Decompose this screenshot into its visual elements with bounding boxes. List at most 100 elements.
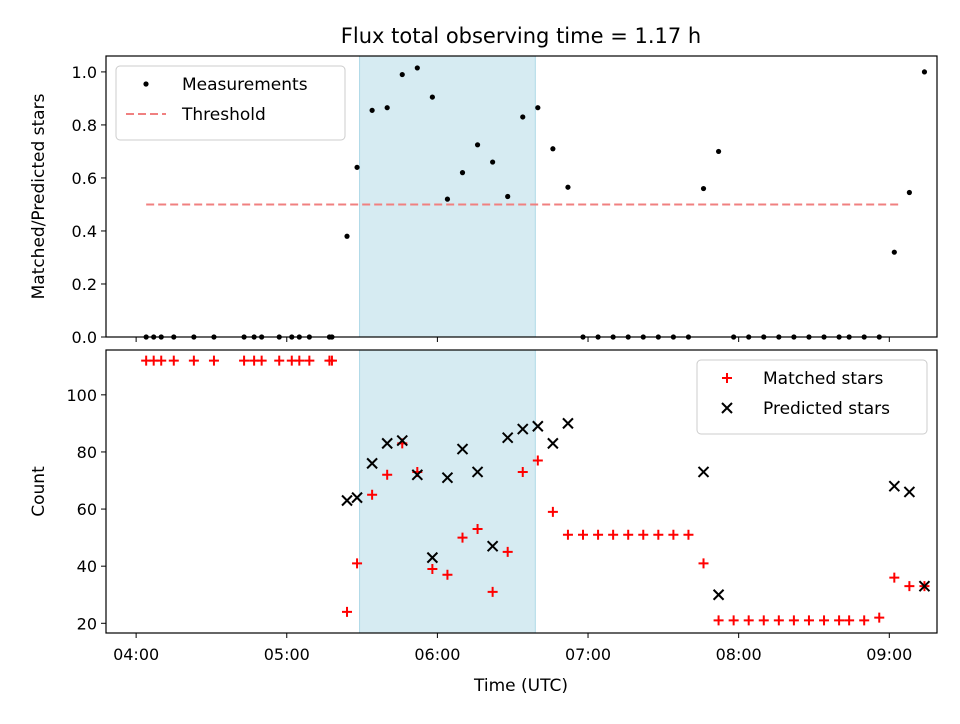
y-tick-label: 1.0 — [72, 63, 97, 82]
measurements-point — [429, 94, 435, 100]
plot-frame — [105, 349, 938, 634]
matched-stars-point — [502, 546, 513, 557]
matched-stars-point — [773, 615, 784, 626]
matched-stars-point — [819, 615, 830, 626]
predicted-stars-point — [697, 466, 710, 478]
measurements-point — [921, 69, 928, 75]
predicted-stars-point — [381, 437, 393, 450]
matched-stars-point — [758, 615, 769, 626]
measurements-point — [490, 159, 496, 165]
y-tick-label: 100 — [66, 386, 97, 405]
legend-marker — [143, 81, 149, 87]
y-tick-label: 0.4 — [72, 222, 97, 241]
matched-stars-point — [487, 586, 498, 597]
predicted-stars-point — [426, 551, 439, 564]
matched-stars-point — [904, 581, 915, 592]
chart-title: Flux total observing time = 1.17 h — [341, 24, 701, 48]
y-tick-label: 0.8 — [72, 116, 97, 135]
matched-stars-point — [256, 355, 267, 366]
matched-stars-point — [889, 572, 900, 583]
measurements-point — [444, 196, 451, 202]
matched-stars-point — [638, 529, 649, 540]
predicted-stars-point — [351, 491, 363, 504]
matched-stars-point — [844, 615, 855, 626]
legend-box — [115, 65, 346, 141]
x-tick-label: 07:00 — [565, 645, 611, 664]
measurements-point — [906, 189, 912, 196]
matched-stars-point — [803, 615, 814, 626]
predicted-stars-point — [501, 431, 514, 444]
x-tick-label: 09:00 — [866, 645, 912, 664]
measurements-point — [715, 148, 722, 155]
predicted-stars-point — [341, 494, 353, 507]
matched-stars-point — [517, 466, 528, 477]
matched-stars-point — [623, 529, 634, 540]
predicted-stars-point — [562, 417, 574, 430]
matched-stars-point — [653, 529, 664, 540]
predicted-stars-point — [903, 486, 916, 498]
measurements-point — [399, 71, 405, 78]
x-tick-label: 08:00 — [716, 645, 762, 664]
legend-label: Matched stars — [763, 369, 883, 389]
matched-stars-point — [698, 558, 709, 569]
measurements-point — [384, 105, 390, 111]
matched-stars-point — [874, 612, 885, 623]
matched-stars-point — [427, 564, 438, 575]
matched-stars-point — [352, 558, 363, 569]
matched-stars-point — [382, 469, 393, 480]
y-tick-label: 0.2 — [72, 275, 97, 294]
measurements-point — [414, 65, 420, 71]
matched-stars-point — [668, 529, 679, 540]
legend: Matched stars Predicted stars — [696, 359, 928, 435]
y-tick-label: 60 — [77, 500, 97, 519]
x-tick-label: 05:00 — [264, 645, 310, 664]
predicted-stars-point — [712, 589, 725, 601]
measurements-point — [700, 185, 707, 192]
matched-stars-point — [208, 355, 219, 366]
measurements-point — [369, 107, 375, 113]
measurements-point — [474, 142, 481, 148]
matched-stars-point — [593, 529, 604, 540]
x-tick-label: 06:00 — [414, 645, 460, 664]
predicted-stars-point — [888, 480, 901, 492]
predicted-stars-point — [517, 423, 529, 435]
y-tick-label: 20 — [77, 614, 97, 633]
top-panel: 0.0 0.2 0.4 0.6 0.8 1.0 Matched/Predicted star… — [29, 55, 938, 347]
matched-stars-point — [859, 615, 870, 626]
matched-stars-point — [294, 355, 305, 366]
predicted-stars-point — [441, 471, 454, 484]
y-tick-label: 0.6 — [72, 169, 97, 188]
measurements-point — [891, 249, 897, 255]
observing-span — [359, 350, 536, 633]
legend-label: Predicted stars — [763, 399, 890, 419]
matched-stars-point — [342, 606, 353, 617]
matched-stars-point — [578, 529, 589, 540]
y-tick-label: 80 — [77, 443, 97, 462]
y-tick-label: 0.0 — [72, 328, 97, 347]
matched-stars-point — [532, 455, 543, 466]
matched-stars-point — [156, 355, 167, 366]
y-tick-label: 40 — [77, 557, 97, 576]
matched-stars-point — [367, 489, 378, 500]
plot-frame — [105, 55, 938, 338]
matched-stars-point — [743, 615, 754, 626]
x-tick-label: 04:00 — [113, 645, 159, 664]
matched-stars-point — [834, 615, 845, 626]
x-axis-label: Time (UTC) — [473, 676, 568, 696]
predicted-stars-point — [532, 420, 544, 432]
predicted-stars-point — [547, 437, 559, 450]
matched-stars-point — [188, 355, 199, 366]
measurements-point — [550, 146, 556, 152]
predicted-stars-point — [366, 457, 378, 470]
legend-label: Threshold — [181, 105, 266, 125]
matched-stars-point — [239, 355, 250, 366]
measurements-point — [344, 233, 350, 239]
matched-stars-point — [304, 355, 315, 366]
y-axis-label: Count — [29, 466, 49, 517]
measurements-point — [505, 193, 511, 200]
legend-marker — [721, 402, 733, 414]
predicted-stars-point — [486, 540, 499, 552]
measurements-point — [354, 164, 360, 170]
matched-stars-point — [683, 529, 694, 540]
